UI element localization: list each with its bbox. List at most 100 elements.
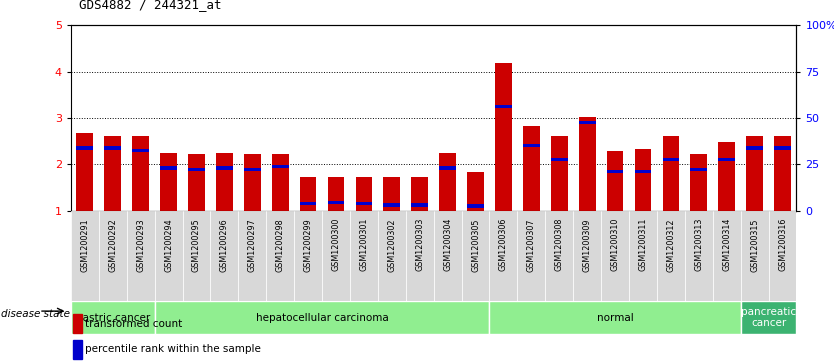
Bar (629, 211, 657, 305)
Text: GSM1200315: GSM1200315 (750, 218, 759, 272)
Bar (774, 135, 791, 211)
Bar (104, 146, 121, 150)
Text: pancreatic
cancer: pancreatic cancer (741, 307, 796, 329)
Text: GSM1200306: GSM1200306 (499, 218, 508, 272)
Bar (73, 314, 82, 333)
Bar (355, 202, 372, 205)
Bar (216, 166, 233, 170)
Text: GSM1200305: GSM1200305 (471, 218, 480, 272)
Bar (244, 154, 261, 211)
Bar (355, 177, 372, 211)
Text: GDS4882 / 244321_at: GDS4882 / 244321_at (79, 0, 222, 11)
Text: GSM1200309: GSM1200309 (583, 218, 591, 272)
Bar (322, 211, 350, 305)
Bar (266, 211, 294, 305)
Bar (384, 203, 400, 207)
Bar (461, 211, 490, 305)
Bar (517, 211, 545, 305)
Bar (495, 64, 512, 211)
Bar (685, 211, 713, 305)
Bar (71, 301, 154, 334)
Text: transformed count: transformed count (85, 319, 183, 329)
Bar (328, 201, 344, 204)
Bar (635, 170, 651, 173)
Bar (774, 146, 791, 150)
Bar (272, 154, 289, 211)
Text: GSM1200296: GSM1200296 (220, 218, 229, 272)
Bar (210, 211, 239, 305)
Bar (188, 154, 205, 211)
Bar (606, 170, 624, 173)
Bar (154, 301, 490, 334)
Bar (579, 117, 595, 211)
Bar (239, 211, 266, 305)
Bar (635, 149, 651, 211)
Bar (490, 211, 517, 305)
Bar (551, 135, 568, 211)
Text: GSM1200312: GSM1200312 (666, 218, 676, 272)
Bar (573, 211, 601, 305)
Bar (713, 211, 741, 305)
Text: GSM1200303: GSM1200303 (415, 218, 425, 272)
Text: GSM1200292: GSM1200292 (108, 218, 118, 272)
Bar (411, 177, 428, 211)
Bar (440, 153, 456, 211)
Text: GSM1200298: GSM1200298 (276, 218, 284, 272)
Text: GSM1200295: GSM1200295 (192, 218, 201, 272)
Text: GSM1200307: GSM1200307 (527, 218, 536, 272)
Bar (299, 177, 316, 211)
Bar (579, 121, 595, 124)
Bar (127, 211, 154, 305)
Text: GSM1200310: GSM1200310 (610, 218, 620, 272)
Text: GSM1200293: GSM1200293 (136, 218, 145, 272)
Text: GSM1200304: GSM1200304 (443, 218, 452, 272)
Bar (606, 151, 624, 211)
Text: GSM1200294: GSM1200294 (164, 218, 173, 272)
Bar (440, 166, 456, 170)
Text: hepatocellular carcinoma: hepatocellular carcinoma (256, 313, 389, 323)
Bar (657, 211, 685, 305)
Text: GSM1200308: GSM1200308 (555, 218, 564, 272)
Bar (718, 142, 735, 211)
Bar (272, 165, 289, 168)
Bar (746, 135, 763, 211)
Bar (490, 301, 741, 334)
Bar (104, 135, 121, 211)
Bar (601, 211, 629, 305)
Text: GSM1200300: GSM1200300 (331, 218, 340, 272)
Text: percentile rank within the sample: percentile rank within the sample (85, 344, 261, 354)
Bar (350, 211, 378, 305)
Bar (73, 340, 82, 359)
Bar (406, 211, 434, 305)
Bar (133, 149, 149, 152)
Bar (328, 177, 344, 211)
Bar (551, 158, 568, 161)
Text: GSM1200311: GSM1200311 (639, 218, 647, 272)
Bar (98, 211, 127, 305)
Bar (691, 154, 707, 211)
Text: gastric cancer: gastric cancer (76, 313, 150, 323)
Bar (411, 203, 428, 207)
Bar (769, 211, 796, 305)
Bar (662, 158, 679, 161)
Bar (77, 146, 93, 150)
Bar (741, 301, 796, 334)
Bar (299, 202, 316, 205)
Bar (77, 133, 93, 211)
Bar (216, 153, 233, 211)
Bar (133, 136, 149, 211)
Bar (467, 172, 484, 211)
Bar (160, 153, 177, 211)
Bar (467, 204, 484, 208)
Text: normal: normal (596, 313, 634, 323)
Text: GSM1200291: GSM1200291 (80, 218, 89, 272)
Text: GSM1200299: GSM1200299 (304, 218, 313, 272)
Bar (746, 146, 763, 150)
Bar (523, 144, 540, 147)
Bar (718, 158, 735, 161)
Bar (523, 126, 540, 211)
Bar (741, 211, 769, 305)
Text: GSM1200314: GSM1200314 (722, 218, 731, 272)
Bar (183, 211, 210, 305)
Bar (294, 211, 322, 305)
